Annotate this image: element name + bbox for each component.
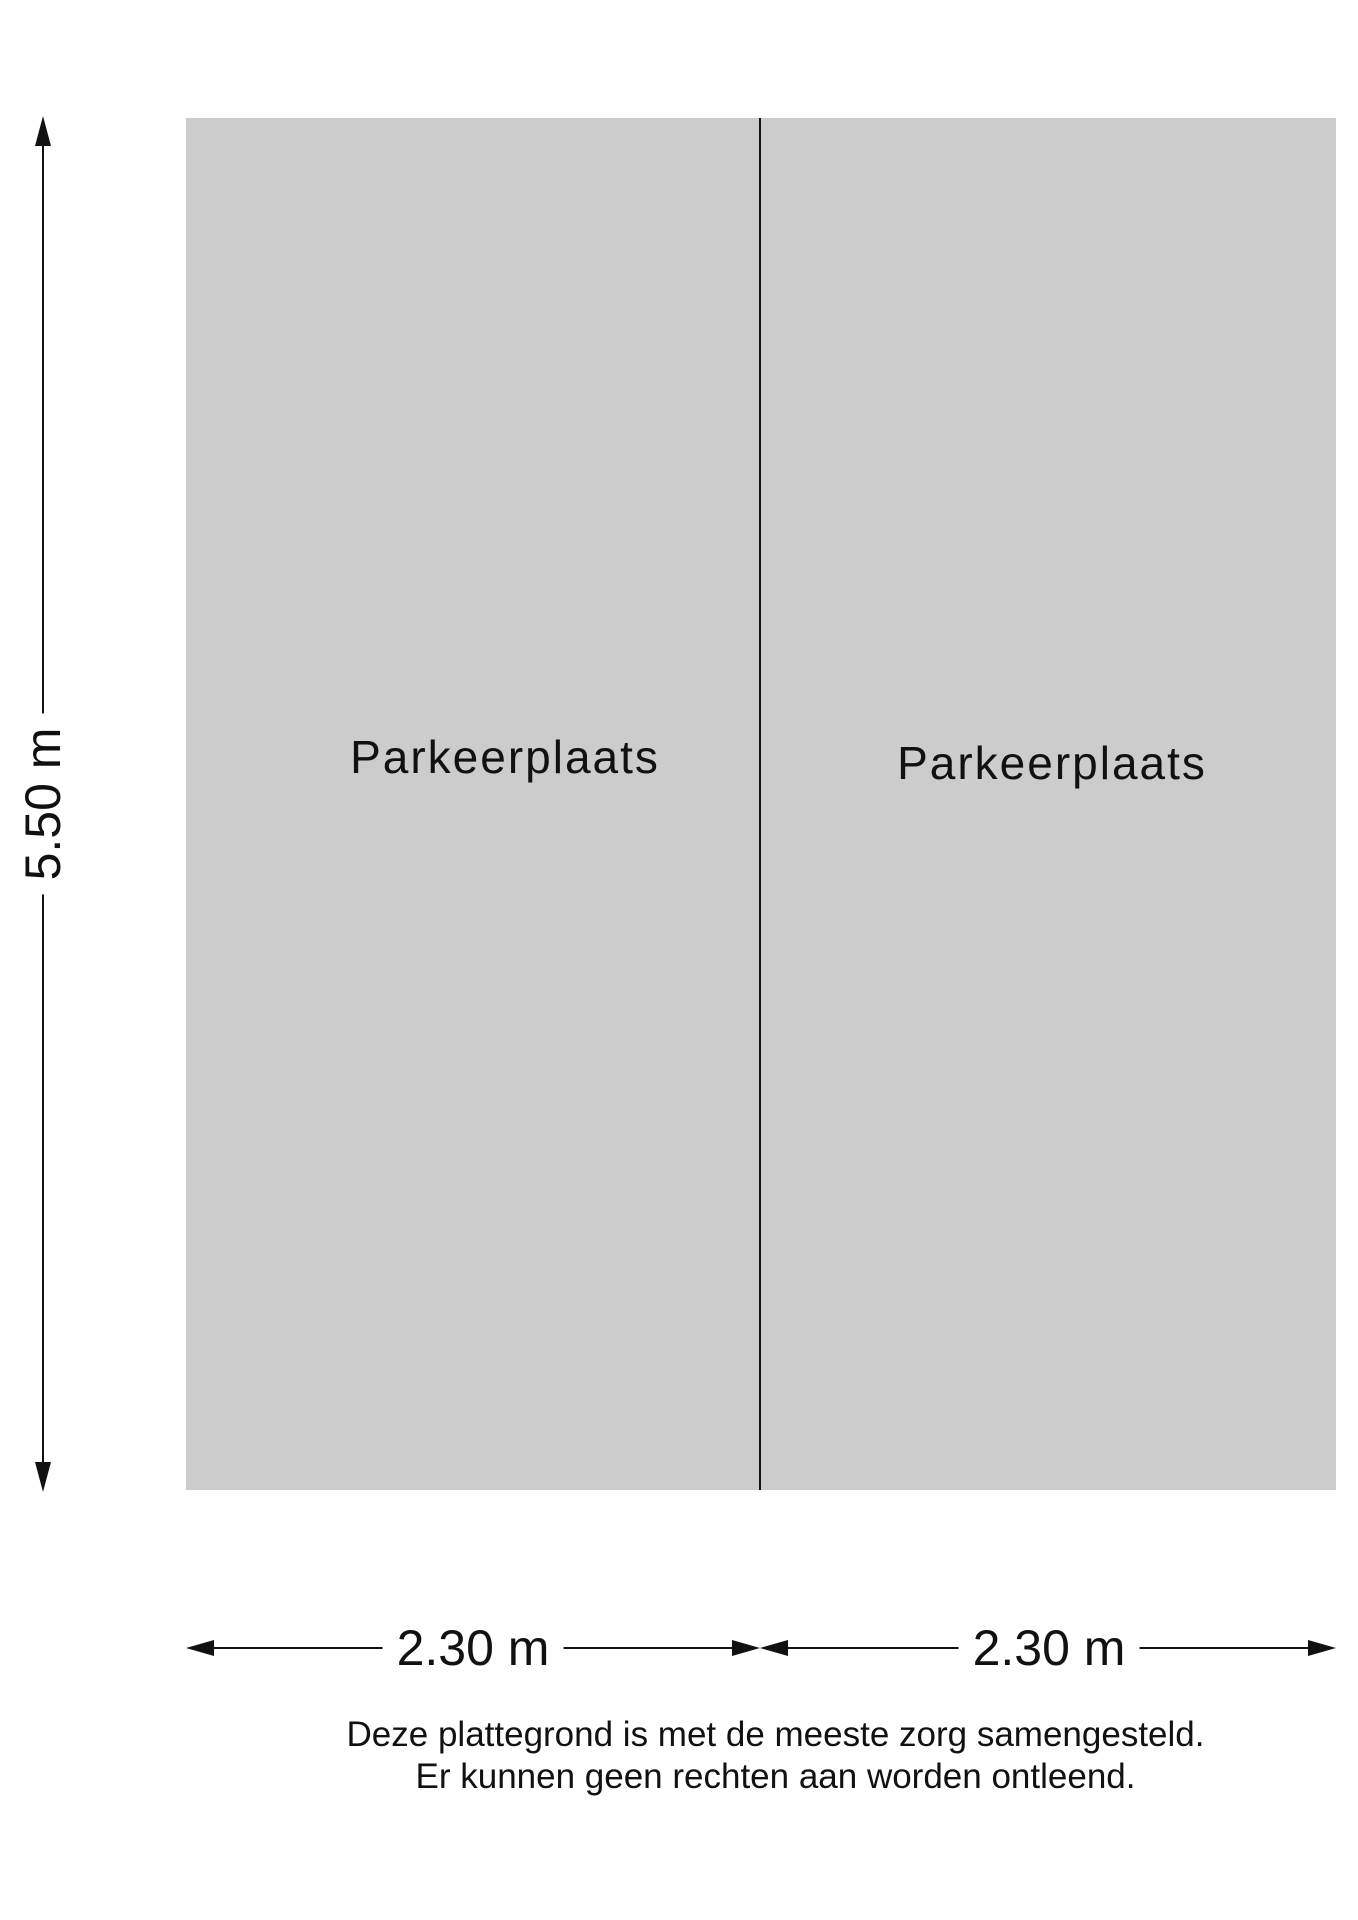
room-label-parking-left: Parkeerplaats — [350, 731, 660, 783]
arrow-right-icon — [1308, 1640, 1336, 1656]
parking-space-left — [186, 118, 760, 1490]
disclaimer-line-2: Er kunnen geen rechten aan worden ontlee… — [415, 1757, 1136, 1796]
arrow-left-icon — [760, 1640, 788, 1656]
width-dimension-label-left: 2.30 m — [382, 1620, 564, 1676]
width-dimension-label-right: 2.30 m — [958, 1620, 1140, 1676]
arrow-up-icon — [35, 116, 51, 146]
arrow-left-icon — [186, 1640, 214, 1656]
arrow-right-icon — [732, 1640, 760, 1656]
room-label-parking-right: Parkeerplaats — [897, 737, 1207, 789]
disclaimer-line-1: Deze plattegrond is met de meeste zorg s… — [346, 1715, 1205, 1754]
disclaimer: Deze plattegrond is met de meeste zorg s… — [0, 1714, 1358, 1798]
parking-space-right — [760, 118, 1336, 1490]
arrow-down-icon — [35, 1462, 51, 1492]
height-dimension-label: 5.50 m — [15, 713, 71, 895]
